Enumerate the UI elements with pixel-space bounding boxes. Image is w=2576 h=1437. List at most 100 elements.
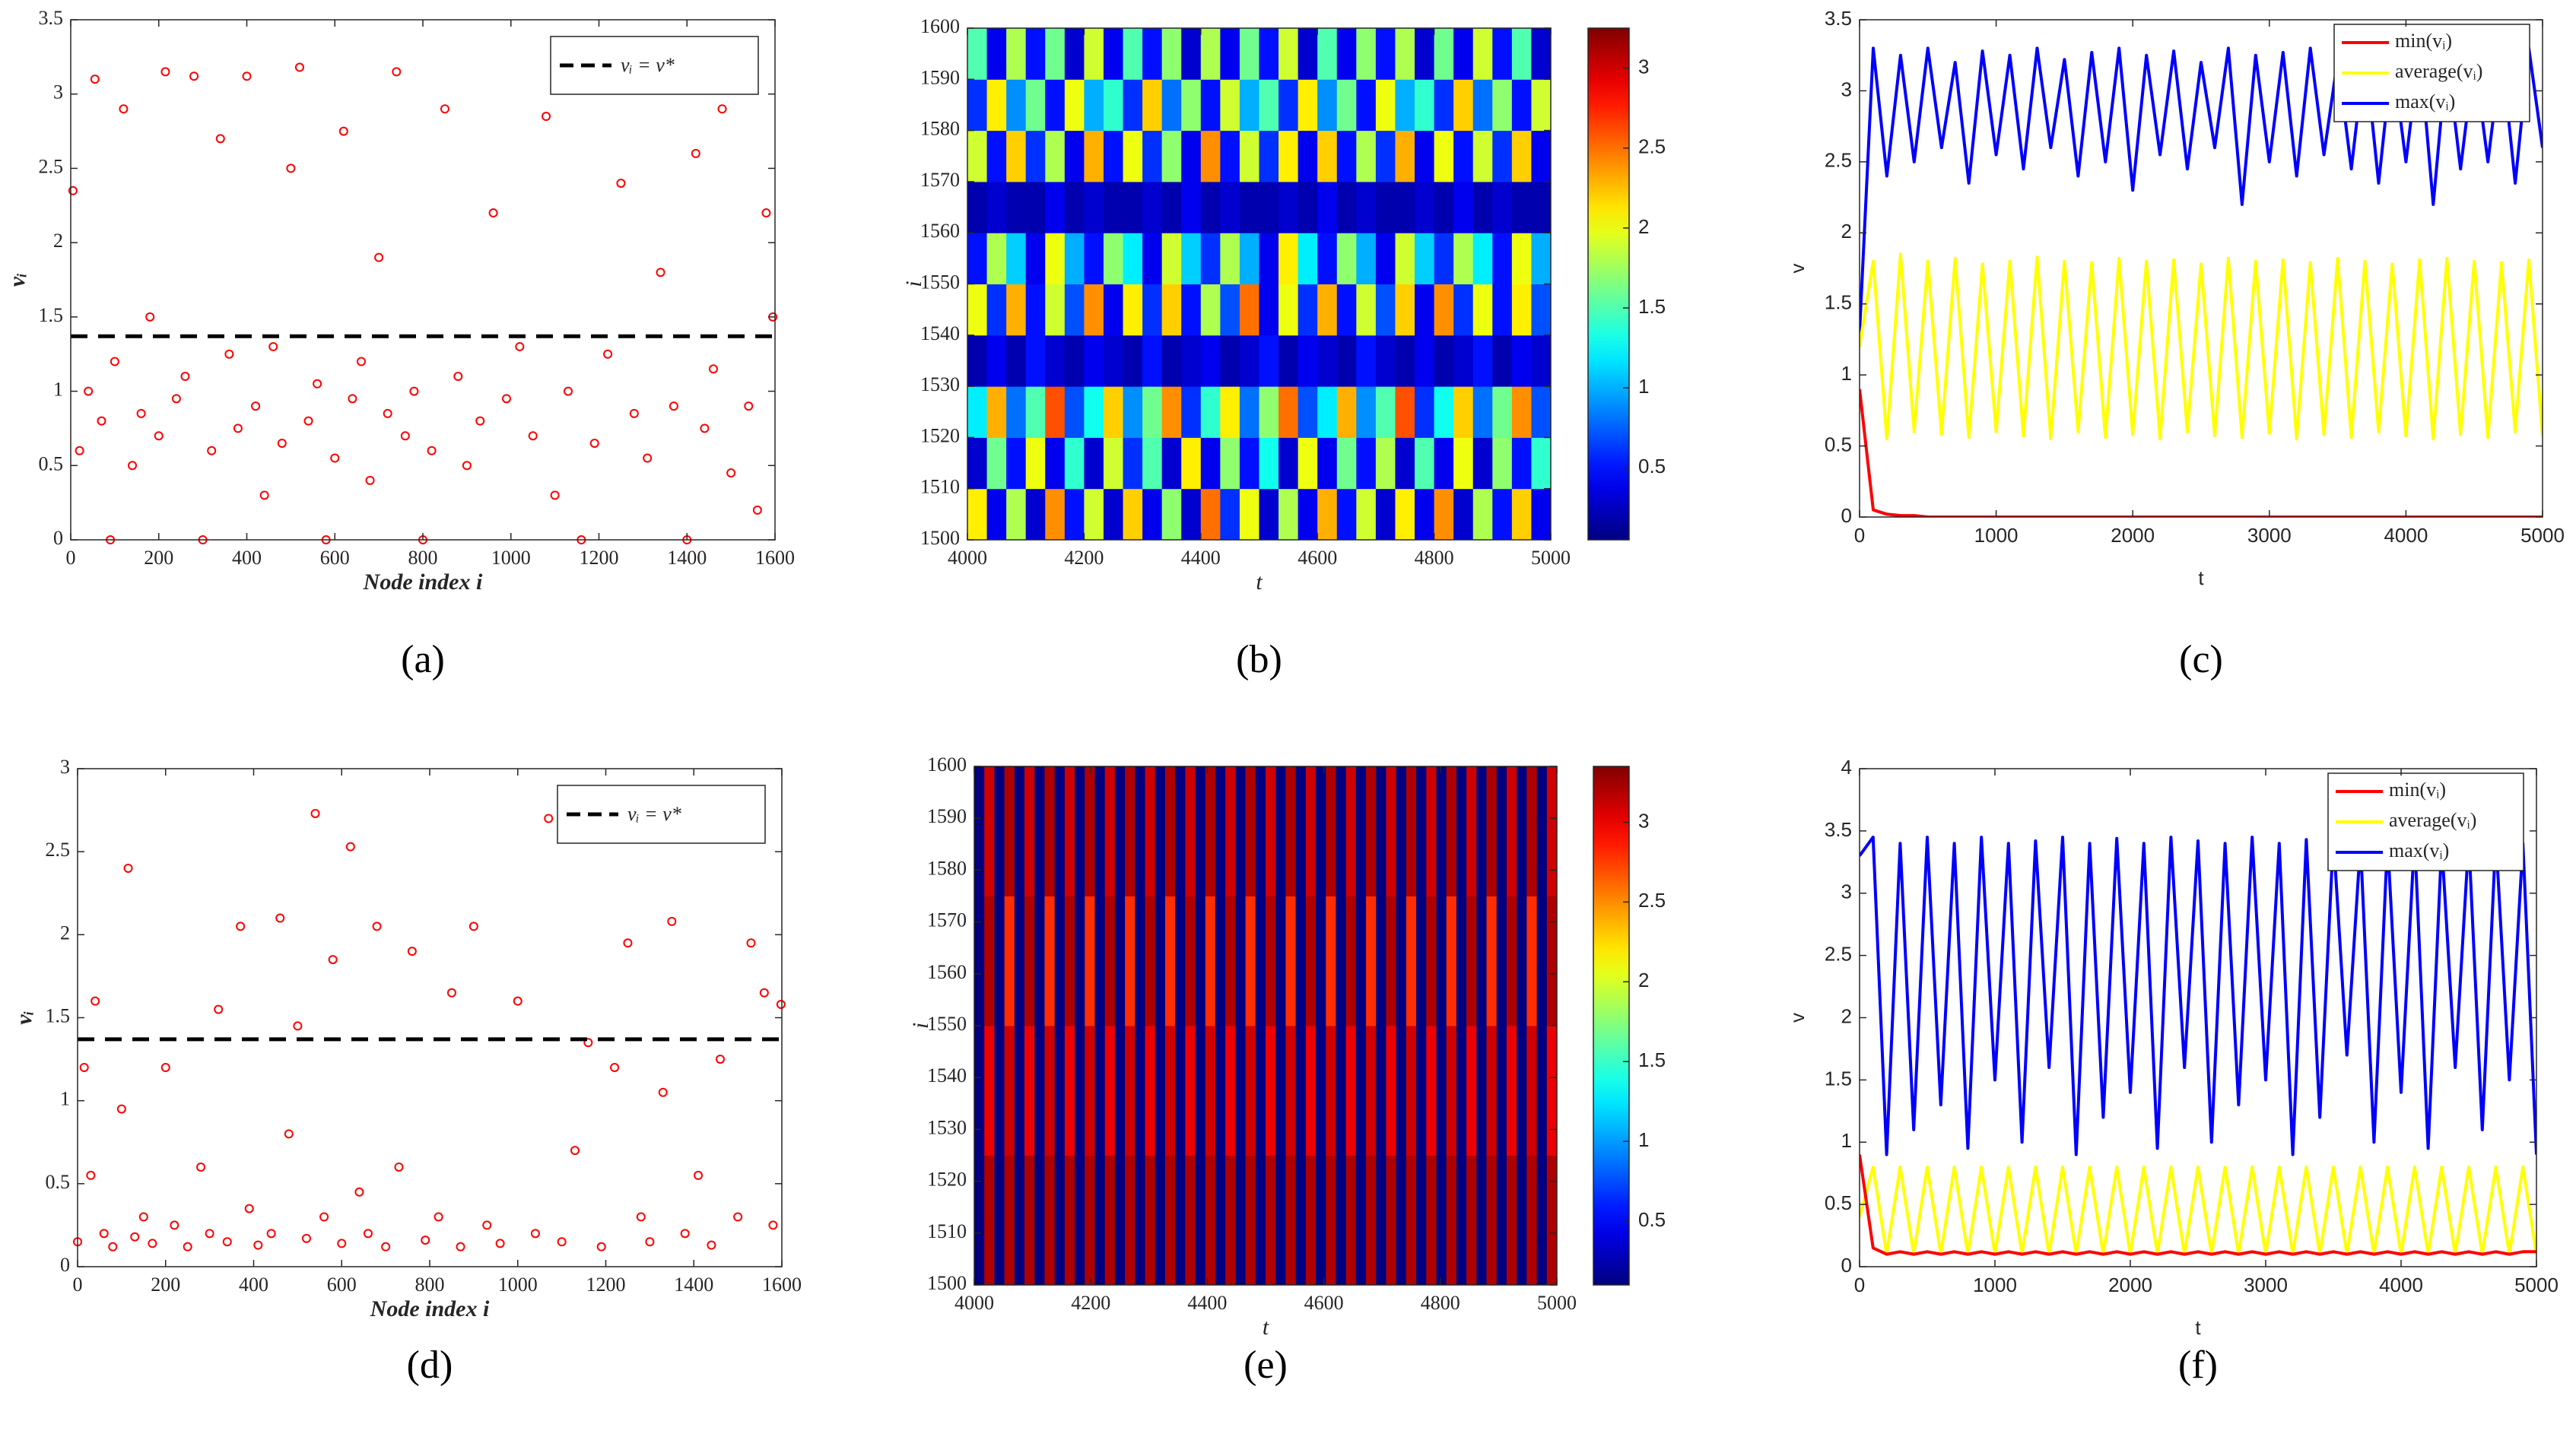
- heat-cell: [1316, 1155, 1326, 1286]
- heat-cell: [1506, 1026, 1517, 1156]
- heat-cell: [994, 766, 1005, 896]
- legend-label: average(vᵢ): [2395, 60, 2482, 82]
- heat-cell: [1305, 1155, 1317, 1286]
- heat-cell: [1492, 181, 1513, 233]
- heat-cell: [1511, 28, 1532, 80]
- heat-cell: [974, 1026, 985, 1156]
- heat-cell: [1278, 488, 1299, 541]
- heat-cell: [1255, 896, 1266, 1026]
- heat-cell: [1453, 233, 1474, 284]
- y-tick-label: 2.5: [1825, 943, 1852, 966]
- y-tick-label: 1580: [927, 857, 967, 879]
- heat-cell: [1064, 79, 1085, 132]
- y-tick-label: 1560: [920, 220, 960, 242]
- point: [363, 1229, 373, 1239]
- y-axis-label: v: [1786, 1013, 1809, 1023]
- heat-cell: [1181, 335, 1202, 387]
- heat-cell: [1395, 386, 1415, 438]
- x-tick-label: 1200: [586, 1274, 626, 1296]
- heat-cell: [1075, 766, 1085, 896]
- heat-cell: [1476, 1155, 1488, 1286]
- heat-cell: [1006, 130, 1027, 182]
- heat-cell: [1316, 896, 1326, 1026]
- point: [629, 408, 639, 418]
- heat-cell: [1064, 28, 1085, 80]
- caption: (a): [401, 638, 445, 681]
- heat-cell: [1161, 79, 1182, 132]
- heat-cell: [1200, 284, 1221, 336]
- point: [266, 1229, 276, 1239]
- heat-cell: [1336, 437, 1357, 490]
- heat-cell: [1336, 233, 1357, 284]
- y-tick-label: 0: [1841, 1254, 1852, 1277]
- heat-cell: [1161, 386, 1182, 438]
- heat-cell: [1239, 386, 1259, 438]
- point: [407, 947, 417, 956]
- heat-cell: [1336, 284, 1357, 336]
- point: [456, 1242, 465, 1251]
- heat-cell: [1336, 1026, 1347, 1156]
- heat-cell: [1215, 1155, 1226, 1286]
- heat-cell: [1014, 896, 1025, 1026]
- heat-cell: [1259, 488, 1279, 541]
- heat-cell: [1476, 766, 1488, 896]
- x-tick-label: 0: [1854, 524, 1865, 547]
- heat-cell: [1526, 896, 1538, 1026]
- heat-cell: [1317, 335, 1338, 387]
- heat-cell: [967, 437, 988, 490]
- point: [372, 922, 382, 931]
- legend-label: vᵢ = v*: [621, 54, 675, 76]
- heat-cell: [1275, 1155, 1286, 1286]
- x-tick-label: 800: [408, 547, 438, 569]
- heat-cell: [967, 233, 988, 284]
- heat-cell: [1375, 79, 1396, 132]
- heat-cell: [1415, 181, 1435, 233]
- heat-cell: [1259, 28, 1279, 80]
- heat-cell: [1285, 1155, 1297, 1286]
- heat-cell: [1235, 766, 1247, 896]
- x-tick-label: 1200: [580, 547, 619, 569]
- caption: (b): [1236, 638, 1282, 681]
- y-tick-label: 3: [1841, 78, 1852, 100]
- heat-cell: [1492, 130, 1513, 182]
- x-tick-label: 0: [73, 1274, 83, 1296]
- point: [294, 62, 304, 72]
- point: [570, 1146, 580, 1156]
- x-tick-label: 1000: [498, 1274, 538, 1296]
- heat-cell: [1298, 284, 1318, 336]
- heat-cell: [1336, 896, 1347, 1026]
- heat-cell: [1200, 488, 1221, 541]
- point: [310, 808, 320, 818]
- y-tick-label: 2: [1841, 1004, 1852, 1027]
- heat-cell: [1225, 896, 1236, 1026]
- y-tick-label: 1.5: [39, 304, 64, 326]
- heat-cell: [1375, 28, 1396, 80]
- point: [583, 1038, 593, 1048]
- point: [589, 438, 599, 448]
- point: [513, 996, 523, 1006]
- heat-cell: [1434, 437, 1454, 490]
- heat-cell: [1386, 766, 1397, 896]
- heat-cell: [1285, 896, 1297, 1026]
- heat-cell: [1225, 1155, 1236, 1286]
- heat-cell: [1025, 488, 1046, 541]
- point: [116, 1104, 126, 1114]
- heat-cell: [1275, 1026, 1286, 1156]
- heat-cell: [1006, 233, 1027, 284]
- heat-cell: [1135, 896, 1146, 1026]
- heat-cell: [967, 79, 988, 132]
- x-axis-label: t: [1263, 1315, 1269, 1340]
- caption: (f): [2178, 1343, 2218, 1387]
- point: [130, 1232, 140, 1242]
- heat-cell: [1200, 28, 1221, 80]
- heat-cell: [1375, 284, 1396, 336]
- heat-cell: [1472, 335, 1493, 387]
- x-tick-label: 3000: [2244, 1274, 2288, 1296]
- heat-cell: [1075, 896, 1085, 1026]
- heat-cell: [1034, 1026, 1045, 1156]
- point: [667, 916, 677, 926]
- heat-cell: [1235, 1155, 1247, 1286]
- heat-cell: [1103, 28, 1124, 80]
- heat-cell: [1326, 1155, 1336, 1286]
- x-tick-label: 400: [239, 1274, 268, 1296]
